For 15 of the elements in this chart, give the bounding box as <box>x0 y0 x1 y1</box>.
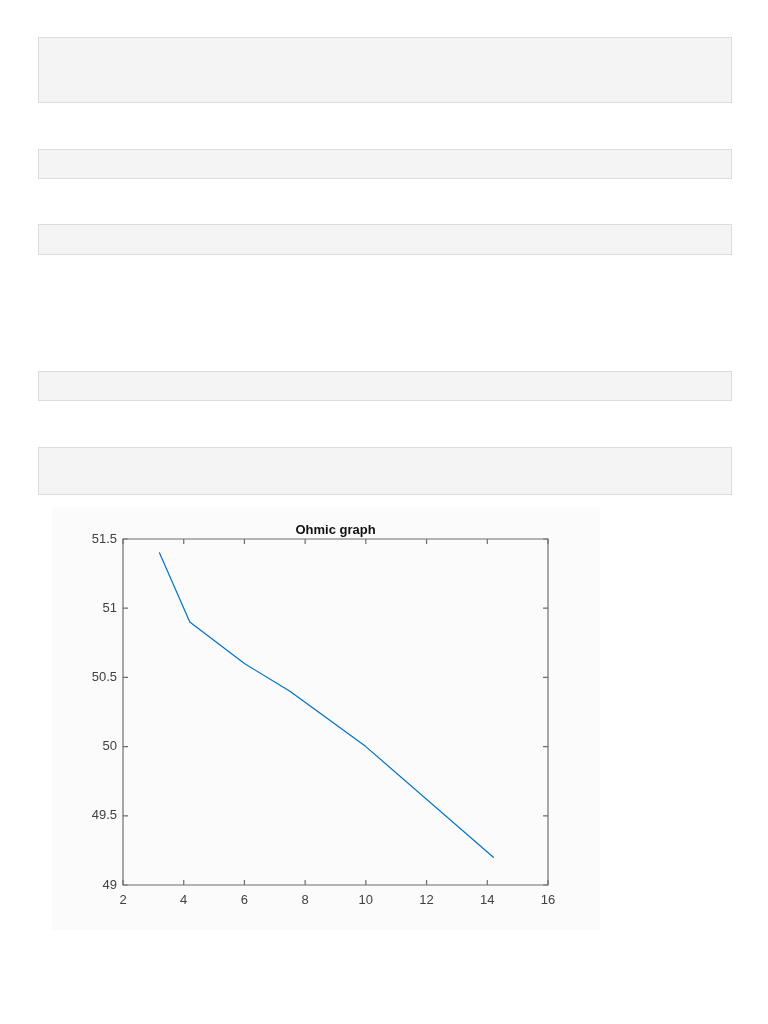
x-tick-label: 16 <box>540 892 556 908</box>
y-tick-label: 50 <box>102 738 117 754</box>
y-tick-label: 51.5 <box>91 530 117 546</box>
x-tick-label: 8 <box>301 892 309 908</box>
x-tick-label: 6 <box>240 892 249 908</box>
x-tick-label: 12 <box>419 892 434 908</box>
x-tick-label: 4 <box>180 892 188 908</box>
y-tick-label: 49.5 <box>91 807 117 823</box>
chart-title: Ohmic graph <box>295 522 376 538</box>
x-tick-label: 2 <box>119 892 127 908</box>
y-tick-label: 50.5 <box>91 668 117 684</box>
x-tick-label: 10 <box>358 892 374 908</box>
x-tick-label: 14 <box>480 892 495 908</box>
y-tick-label: 51 <box>102 599 117 615</box>
y-tick-label: 49 <box>102 876 117 892</box>
